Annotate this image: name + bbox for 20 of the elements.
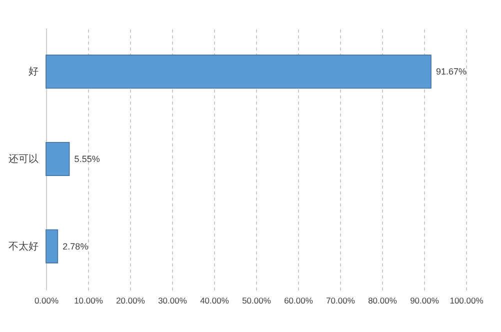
data-label: 91.67% (436, 66, 467, 77)
x-tick-label: 80.00% (368, 296, 398, 306)
x-tick-label: 50.00% (242, 296, 272, 306)
x-tick-label: 10.00% (74, 296, 104, 306)
bar (46, 142, 70, 176)
data-label: 2.78% (62, 241, 88, 252)
data-label: 5.55% (74, 154, 100, 164)
y-tick-label: 好 (28, 66, 38, 78)
x-tick-label: 30.00% (158, 296, 188, 306)
x-tick-label: 90.00% (410, 296, 440, 306)
x-tick-label: 20.00% (116, 296, 146, 306)
bar (46, 229, 58, 264)
y-tick-label: 不太好 (8, 240, 38, 252)
bar (46, 54, 432, 89)
x-tick-label: 60.00% (284, 296, 314, 306)
x-tick-label: 100.00% (450, 296, 484, 306)
x-tick-label: 0.00% (34, 296, 59, 306)
x-tick-label: 70.00% (326, 296, 356, 306)
y-tick-label: 还可以 (8, 153, 38, 165)
x-tick-label: 40.00% (200, 296, 230, 306)
